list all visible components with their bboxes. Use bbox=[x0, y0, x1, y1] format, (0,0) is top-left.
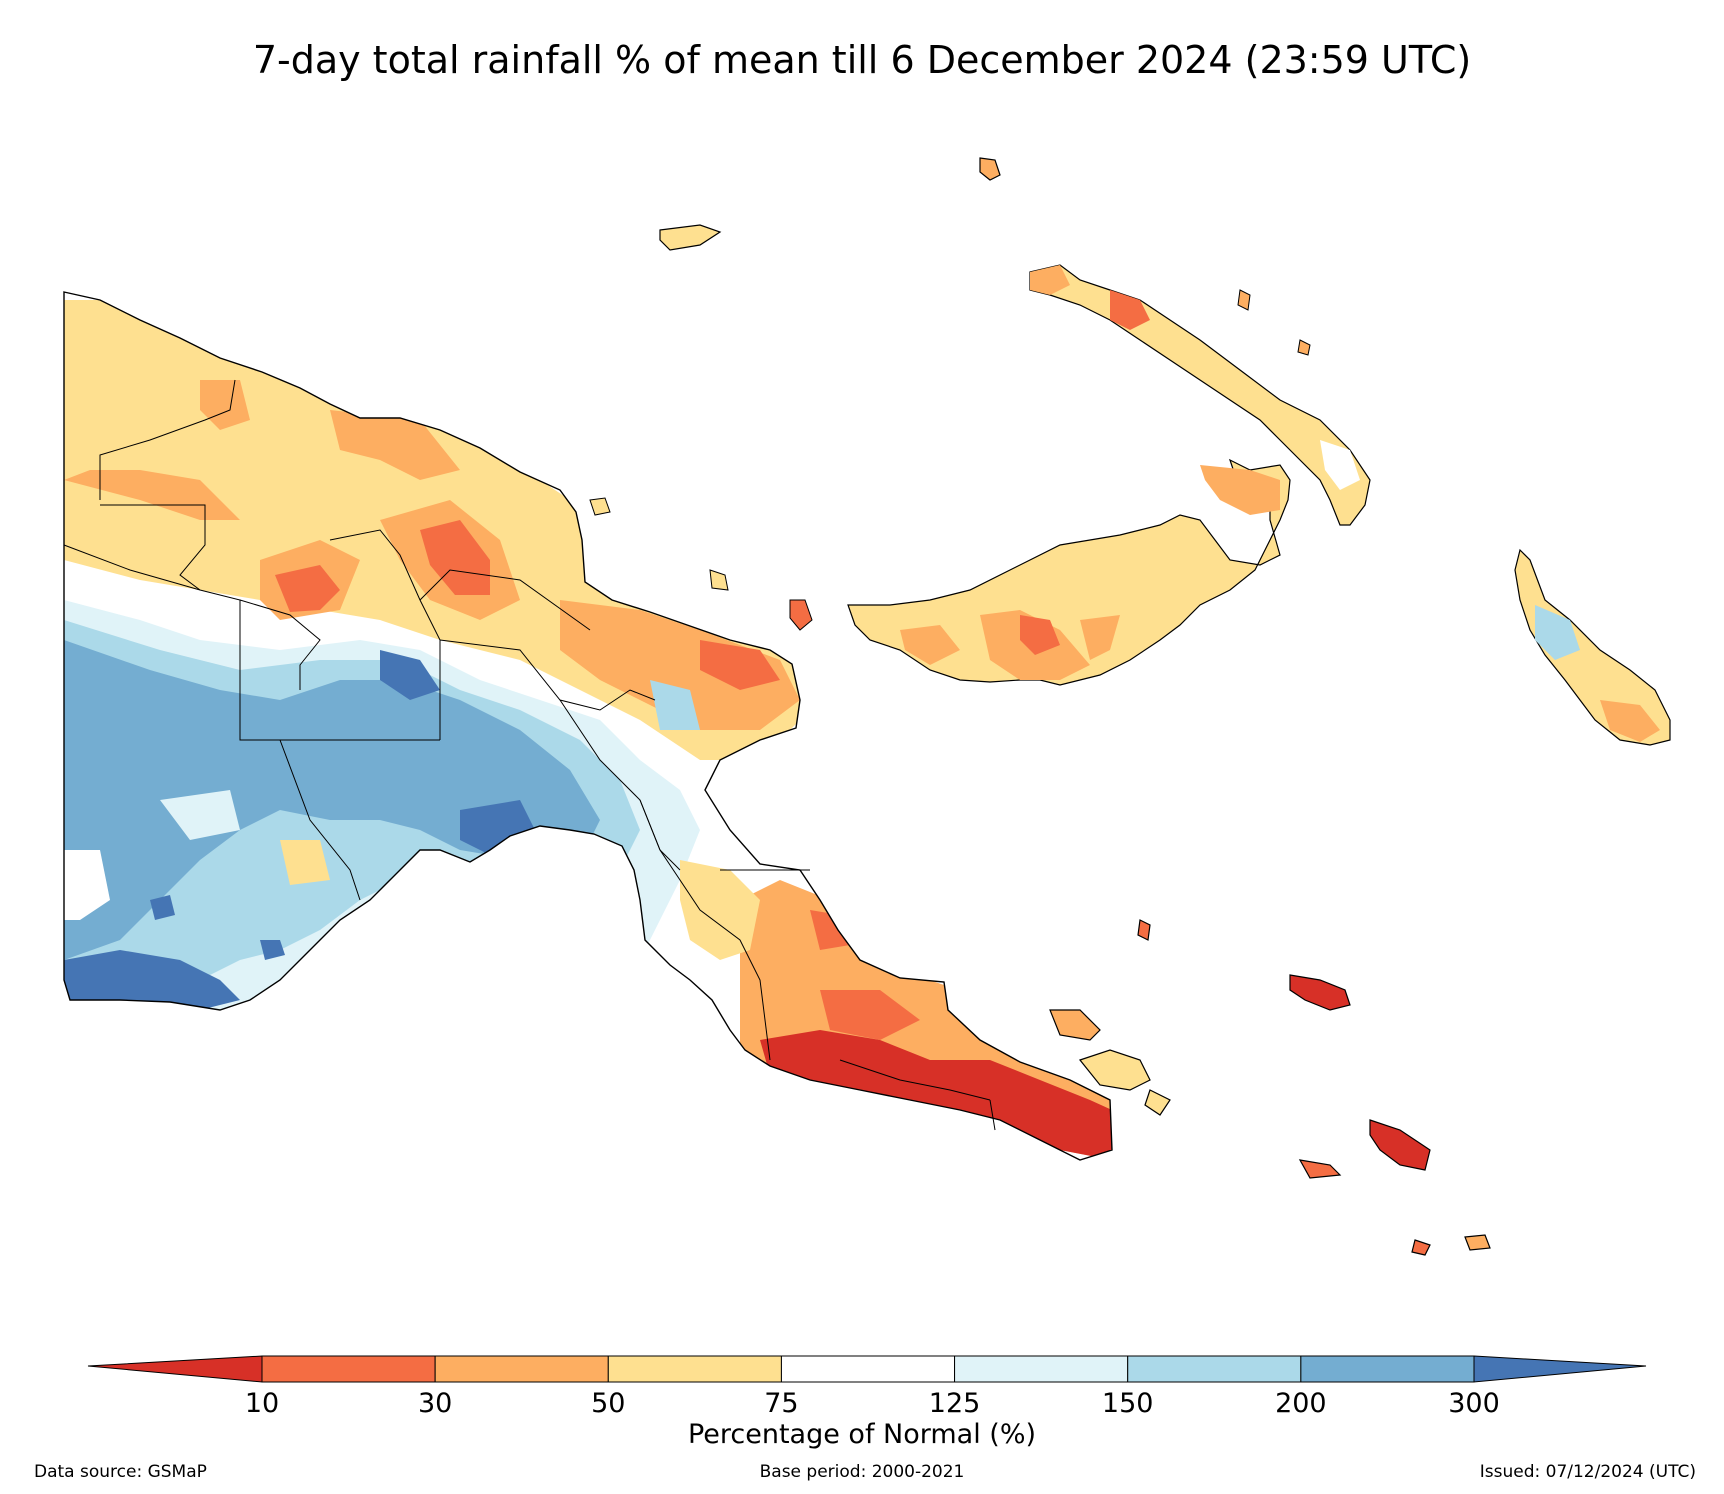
new-ireland bbox=[1029, 264, 1371, 526]
island-far-se bbox=[1464, 1234, 1491, 1251]
bougainville bbox=[1514, 548, 1671, 746]
colorbar bbox=[87, 1355, 1647, 1383]
colorbar-under-triangle bbox=[87, 1355, 263, 1383]
island-north bbox=[979, 157, 1001, 181]
new-britain bbox=[847, 458, 1291, 686]
mainland-coastline bbox=[63, 291, 1113, 1161]
colorbar-tick-label: 300 bbox=[1448, 1388, 1500, 1419]
woodlark-island bbox=[1289, 974, 1351, 1011]
colorbar-bin bbox=[434, 1355, 609, 1383]
colorbar-title: Percentage of Normal (%) bbox=[687, 1419, 1037, 1450]
manus-island bbox=[659, 224, 722, 251]
colorbar-bin bbox=[1300, 1355, 1475, 1383]
island-karkar bbox=[589, 497, 611, 516]
map-title: 7-day total rainfall % of mean till 6 De… bbox=[252, 38, 1472, 82]
colorbar-bin bbox=[607, 1355, 782, 1383]
colorbar-bin bbox=[261, 1355, 436, 1383]
base-period-text: Base period: 2000-2021 bbox=[759, 1462, 965, 1482]
colorbar-over-triangle bbox=[1473, 1355, 1647, 1383]
colorbar-tick-label: 50 bbox=[591, 1388, 626, 1419]
normanby-island bbox=[1144, 1089, 1171, 1116]
island-umboi bbox=[789, 599, 813, 631]
island-se-2 bbox=[1411, 1239, 1431, 1256]
colorbar-tick-label: 200 bbox=[1275, 1388, 1327, 1419]
data-source-text: Data source: GSMaP bbox=[34, 1462, 207, 1482]
colorbar-bin bbox=[780, 1355, 956, 1383]
colorbar-tick-label: 10 bbox=[244, 1388, 280, 1419]
island-long bbox=[709, 569, 729, 591]
fergusson-island bbox=[1078, 1049, 1151, 1091]
province-boundaries bbox=[63, 379, 996, 1131]
island-tabar bbox=[1237, 289, 1251, 311]
colorbar-bin bbox=[1127, 1355, 1302, 1383]
colorbar-bin bbox=[954, 1355, 1129, 1383]
island-se-1 bbox=[1298, 1159, 1342, 1179]
colorbar-tick-label: 125 bbox=[928, 1388, 981, 1419]
goodenough-island bbox=[1049, 1009, 1101, 1041]
island-lihir bbox=[1297, 339, 1311, 356]
colorbar-tick-label: 30 bbox=[417, 1388, 453, 1419]
issued-text: Issued: 07/12/2024 (UTC) bbox=[1479, 1462, 1696, 1482]
colorbar-tick-label: 75 bbox=[764, 1388, 799, 1419]
colorbar-tick-label: 150 bbox=[1101, 1388, 1154, 1419]
rossel-island bbox=[1369, 1119, 1431, 1171]
trobriand-island bbox=[1137, 919, 1151, 941]
